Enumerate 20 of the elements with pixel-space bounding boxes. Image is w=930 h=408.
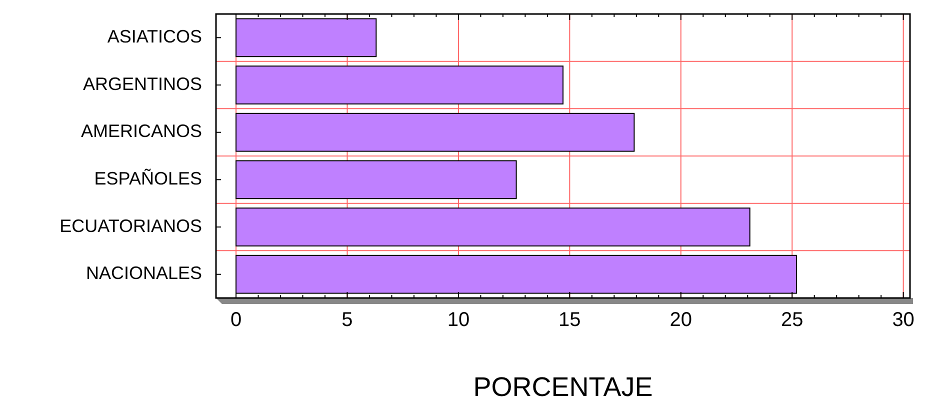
y-tick-label: ECUATORIANOS <box>60 216 202 236</box>
y-tick-label: NACIONALES <box>86 263 202 284</box>
y-tick-label: ASIATICOS <box>107 26 202 46</box>
x-tick-label: 20 <box>670 309 692 331</box>
x-tick-label: 15 <box>558 309 581 331</box>
x-axis-title: PORCENTAJE <box>473 372 653 402</box>
bar <box>236 18 377 58</box>
bar <box>236 160 517 200</box>
x-tick-label: 0 <box>230 309 242 331</box>
y-tick-label: AMERICANOS <box>80 121 202 142</box>
x-tick-label: 10 <box>447 309 470 331</box>
y-tick-label: ESPAÑOLES <box>94 168 202 188</box>
x-tick-label: 5 <box>342 309 353 331</box>
bar <box>236 208 750 246</box>
y-tick-label: ARGENTINOS <box>82 74 202 94</box>
x-tick-label: 30 <box>892 309 914 331</box>
bar <box>236 112 635 152</box>
bar <box>236 254 798 294</box>
x-tick-label: 25 <box>780 309 804 331</box>
bar <box>236 66 564 104</box>
